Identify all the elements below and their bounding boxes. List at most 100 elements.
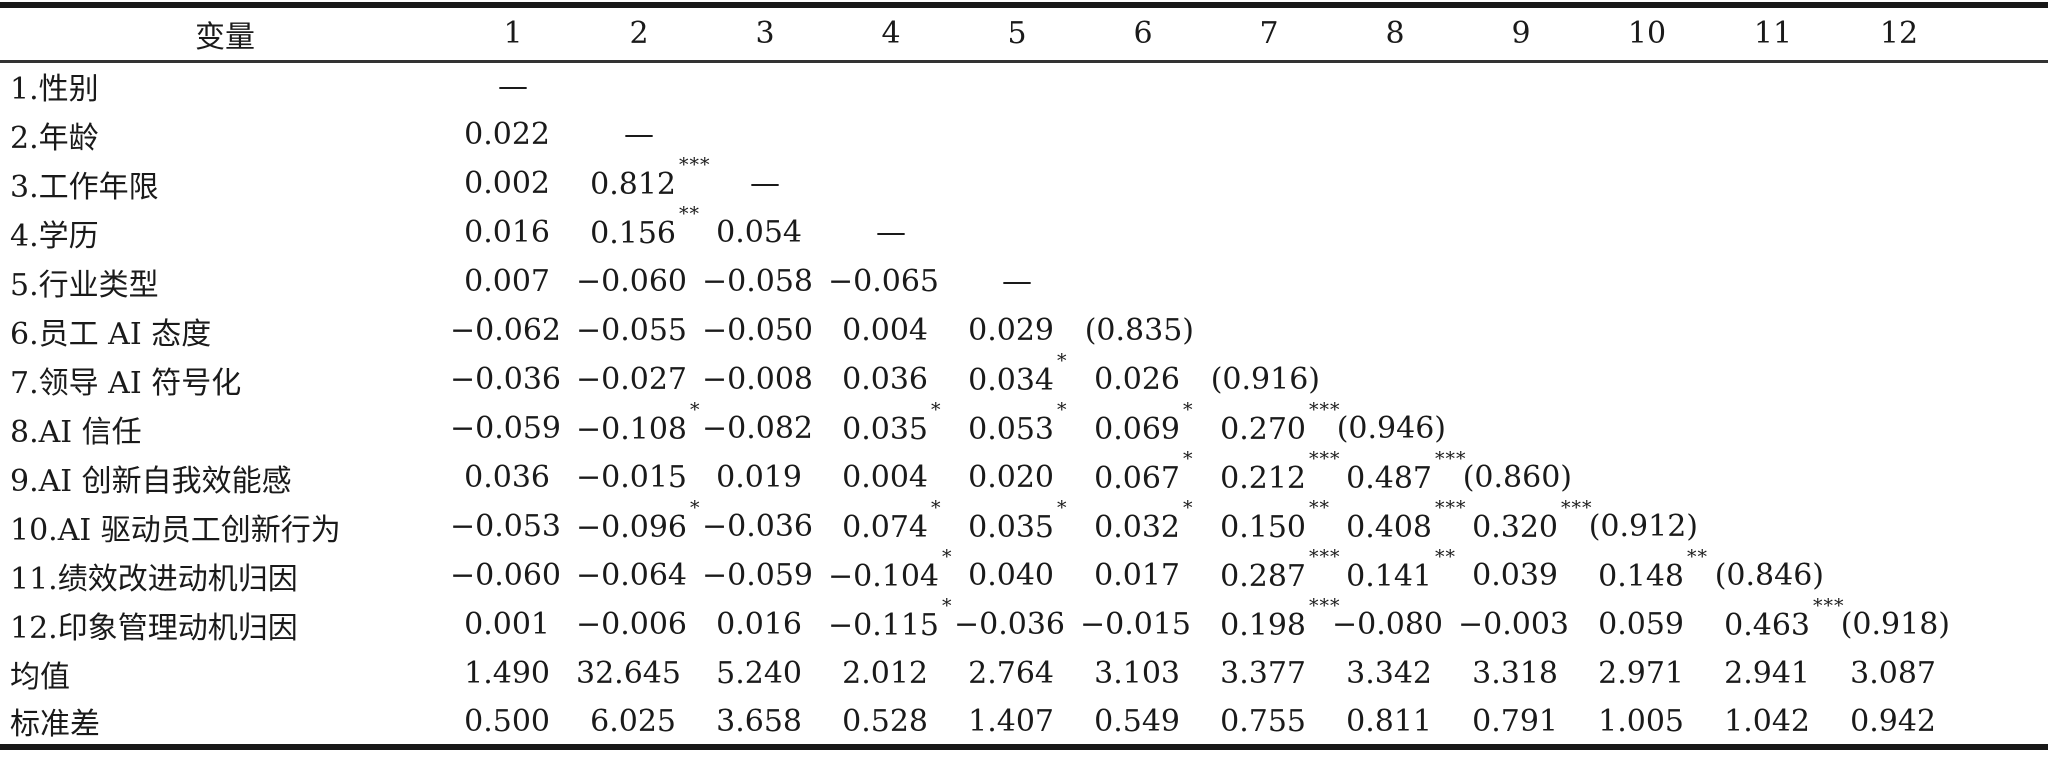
table-cell-r12-c11: 0.463*** (1724, 594, 1845, 643)
table-cell-r6-c5: 0.029 (954, 306, 1080, 355)
table-cell-r12-c7: 0.198*** (1220, 594, 1341, 643)
table-cell-r12-c5: −0.036 (954, 600, 1080, 649)
table-cell-r7-c3: −0.008 (702, 355, 828, 404)
row-spacer (1962, 600, 2048, 649)
table-cell-r9-c11 (1710, 453, 1836, 502)
table-cell-r6-c9 (1458, 306, 1584, 355)
table-cell-r1-c8 (1332, 61, 1458, 110)
table-cell-r13-c9: 3.318 (1458, 649, 1584, 698)
table-cell-r1-c10 (1584, 61, 1710, 110)
table-cell-r14-c11: 1.042 (1710, 698, 1836, 747)
row-label: 10.AI 驱动员工创新行为 (10, 512, 341, 548)
table-cell-r11-c9: 0.039 (1458, 551, 1584, 600)
table-cell-r7-c2: −0.027 (576, 355, 702, 404)
table-cell-r10-c11 (1710, 502, 1836, 551)
table-cell-r2-c1: 0.022 (450, 110, 576, 159)
table-cell-r2-c2: — (576, 110, 702, 159)
col-header-10: 10 (1584, 5, 1710, 63)
row-label: 6.员工 AI 态度 (10, 316, 212, 352)
cell-value: 3.658 (716, 703, 802, 739)
cell-value: −0.027 (576, 362, 688, 397)
table-cell-r3-c7 (1206, 159, 1332, 208)
table-cell-r3-c4 (828, 159, 954, 208)
table-cell-r1-c9 (1458, 61, 1584, 110)
cell-value: 3.087 (1850, 656, 1936, 691)
cell-value: −0.059 (702, 558, 814, 593)
table-cell-r4-c1: 0.016 (450, 208, 576, 257)
table-cell-r9-c1: 0.036 (450, 453, 576, 502)
cell-value: 0.026 (1094, 362, 1180, 397)
cell-value: −0.060 (450, 558, 562, 593)
diagonal-dash: — (750, 166, 780, 201)
cell-value: 0.141 (1346, 558, 1432, 594)
table-cell-r6-c4: 0.004 (828, 306, 954, 355)
table-row: 11.绩效改进动机归因 −0.060 −0.064 −0.059 −0.104* 0.04… (0, 546, 2048, 600)
table-cell-r10-c1: −0.053 (450, 502, 576, 551)
table-cell-r1-c11 (1710, 61, 1836, 110)
cell-value: 0.019 (716, 460, 802, 495)
cell-value: 0.212 (1220, 460, 1306, 496)
reliability-value: (0.912) (1588, 509, 1698, 544)
col-header-3: 3 (702, 5, 828, 63)
table-cell-r10-c4: 0.074* (842, 496, 942, 545)
table-cell-r2-c7 (1206, 110, 1332, 159)
table-row: 4.学历 0.016 0.156** 0.054 — (0, 203, 2048, 257)
cell-value: −0.036 (954, 607, 1066, 642)
cell-value: 0.034 (968, 362, 1054, 398)
table-cell-r2-c3 (702, 110, 828, 159)
table-cell-r5-c2: −0.060 (576, 257, 702, 306)
table-cell-r6-c3: −0.050 (702, 306, 828, 355)
table-cell-r3-c10 (1584, 159, 1710, 208)
table-cell-r9-c3: 0.019 (702, 453, 828, 502)
cell-value: 3.377 (1220, 656, 1306, 691)
table-cell-r1-c4 (828, 61, 954, 110)
table-row: 均值 1.490 32.645 5.240 2.012 2.764 3.103 3.377 3.… (0, 649, 2048, 698)
cell-value: −0.108 (576, 411, 688, 447)
table-row: 12.印象管理动机归因 0.001 −0.006 0.016 −0.115* −0.036… (0, 594, 2048, 649)
table-cell-r13-c8: 3.342 (1332, 649, 1458, 698)
cell-value: 0.500 (464, 703, 550, 739)
cell-value: 0.036 (842, 362, 928, 397)
col-header-2: 2 (576, 5, 702, 63)
cell-value: −0.065 (828, 264, 940, 299)
col-header-7: 7 (1206, 5, 1332, 63)
cell-value: 2.971 (1598, 656, 1684, 691)
table-cell-r12-c4: −0.115* (828, 594, 953, 643)
row-label: 3.工作年限 (10, 169, 159, 205)
diagonal-dash: — (1002, 264, 1032, 299)
table-cell-r6-c10 (1584, 306, 1710, 355)
cell-value: −0.006 (576, 607, 688, 642)
cell-value: 3.318 (1472, 656, 1558, 691)
reliability-value: (0.946) (1336, 411, 1446, 446)
table-cell-r14-c1: 0.500 (450, 698, 576, 747)
table-cell-r11-c3: −0.059 (702, 551, 828, 600)
table-row: 9.AI 创新自我效能感 0.036 −0.015 0.019 0.004 0.020 0.… (0, 448, 2048, 502)
cell-value: 32.645 (576, 656, 681, 691)
table-cell-r13-c5: 2.764 (954, 649, 1080, 698)
table-cell-r14-c2: 6.025 (576, 698, 702, 747)
cell-value: 0.007 (464, 264, 550, 299)
row-spacer (1962, 208, 2048, 257)
cell-value: 1.042 (1724, 703, 1810, 739)
cell-value: 1.407 (968, 703, 1054, 739)
table-cell-r9-c5: 0.020 (954, 453, 1080, 502)
table-row: 5.行业类型 0.007 −0.060 −0.058 −0.065 — (0, 257, 2048, 306)
table-cell-r2-c8 (1332, 110, 1458, 159)
col-header-1: 1 (450, 5, 576, 63)
cell-value: 0.002 (464, 166, 550, 201)
table-cell-r9-c4: 0.004 (828, 453, 954, 502)
cell-value: 2.941 (1724, 656, 1810, 691)
row-spacer (1962, 257, 2048, 306)
cell-value: 3.342 (1346, 656, 1432, 691)
table-cell-r7-c9 (1458, 355, 1584, 404)
cell-value: 0.150 (1220, 509, 1306, 545)
table-cell-r4-c5 (954, 208, 1080, 257)
cell-value: 0.053 (968, 411, 1054, 447)
cell-value: 0.791 (1472, 703, 1558, 739)
table-cell-r4-c3: 0.054 (702, 208, 828, 257)
table-cell-r5-c12 (1836, 257, 1962, 306)
cell-value: 0.017 (1094, 558, 1180, 593)
table-cell-r14-c6: 0.549 (1080, 698, 1206, 747)
row-label: 7.领导 AI 符号化 (10, 365, 242, 401)
